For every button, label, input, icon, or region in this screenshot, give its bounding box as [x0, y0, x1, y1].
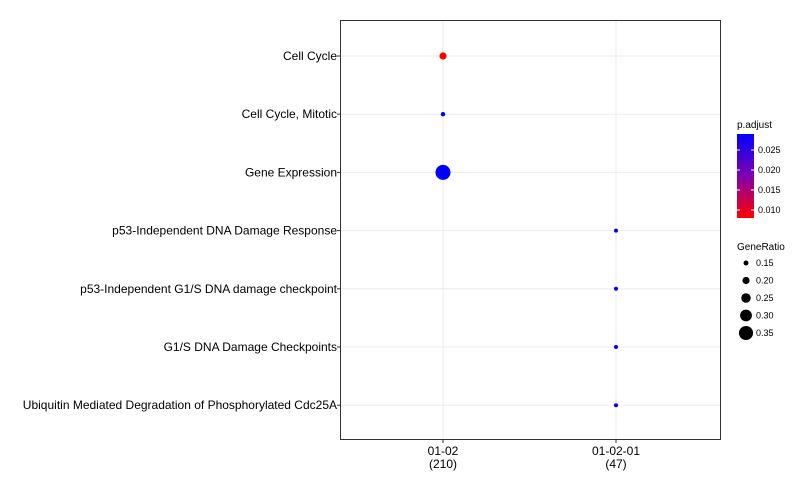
size-legend-label: 0.15 — [756, 258, 774, 268]
x-axis-label: 01-02-01 — [592, 444, 640, 458]
data-point — [440, 111, 446, 117]
size-legend-dot — [741, 293, 751, 303]
data-point — [435, 164, 451, 180]
size-legend-dot — [740, 309, 752, 322]
size-legend: GeneRatio 0.15 0.20 0.25 0.30 0.35 — [737, 242, 785, 341]
data-point — [614, 228, 618, 233]
x-axis-count-label: (210) — [429, 457, 457, 471]
data-point — [614, 345, 618, 349]
y-axis-labels: Cell Cycle Cell Cycle, Mitotic Gene Expres… — [23, 49, 341, 412]
y-axis-label: Cell Cycle — [283, 49, 337, 63]
size-legend-dot — [742, 276, 750, 285]
color-legend: p.adjust 0.025 0.020 0.015 0.010 — [737, 120, 781, 218]
x-axis-count-label: (47) — [605, 457, 626, 471]
size-legend-label: 0.25 — [756, 293, 774, 303]
x-axis-label: 01-02 — [428, 444, 459, 458]
plot-panel — [340, 20, 721, 440]
size-legend-dot — [738, 325, 754, 341]
color-legend-ticks: 0.025 0.020 0.015 0.010 — [737, 145, 781, 215]
data-point — [614, 403, 618, 408]
data-point — [614, 286, 618, 291]
color-legend-tick-label: 0.020 — [758, 165, 781, 175]
size-legend-dot — [743, 260, 749, 266]
color-legend-tick-label: 0.015 — [758, 185, 781, 195]
size-legend-items: 0.15 0.20 0.25 0.30 0.35 — [738, 258, 774, 341]
size-legend-title: GeneRatio — [737, 242, 785, 253]
y-axis-label: G1/S DNA Damage Checkpoints — [164, 340, 337, 354]
color-legend-tick-label: 0.025 — [758, 145, 781, 155]
y-axis-label: Cell Cycle, Mitotic — [242, 107, 337, 121]
color-legend-title: p.adjust — [737, 120, 772, 131]
data-point — [439, 52, 447, 60]
y-axis-label: Ubiquitin Mediated Degradation of Phosph… — [23, 398, 337, 412]
y-axis-label: Gene Expression — [245, 165, 337, 179]
data-points — [435, 52, 618, 408]
y-axis-label: p53-Independent DNA Damage Response — [112, 224, 337, 238]
size-legend-label: 0.30 — [756, 311, 774, 321]
size-legend-label: 0.20 — [756, 276, 774, 286]
size-legend-label: 0.35 — [756, 328, 774, 338]
x-axis-labels: 01-02(210) 01-02-01(47) — [428, 439, 640, 471]
color-legend-tick-label: 0.010 — [758, 205, 781, 215]
color-legend-bar — [737, 134, 754, 218]
y-axis-label: p53-Independent G1/S DNA damage checkpoi… — [80, 282, 338, 296]
